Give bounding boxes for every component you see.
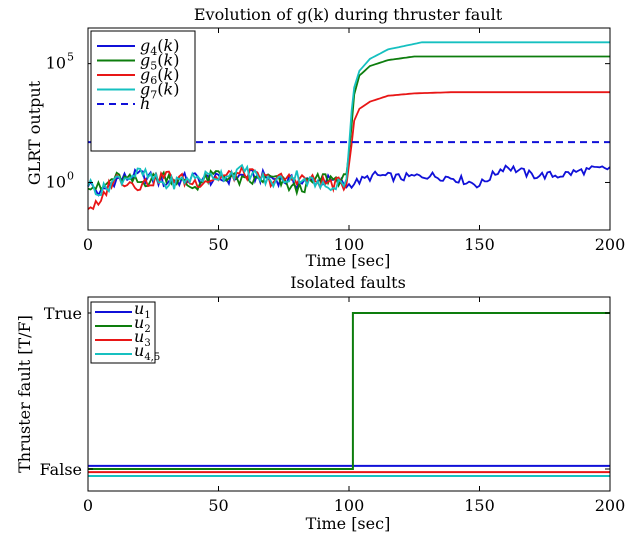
glrt-chart: Evolution of g(k) during thruster fault … (25, 5, 625, 270)
faults-x-tick-label: 200 (595, 496, 626, 515)
faults-x-tick-label: 150 (464, 496, 495, 515)
glrt-x-tick-label: 200 (595, 235, 626, 254)
glrt-x-tick-label: 50 (208, 235, 228, 254)
glrt-chart-title: Evolution of g(k) during thruster fault (194, 5, 503, 24)
faults-ticks-group: 0 50 100 150 200 False True (40, 297, 626, 515)
glrt-x-tick-label: 150 (464, 235, 495, 254)
faults-y-tick-label: False (40, 460, 82, 479)
glrt-legend-label: h (140, 94, 150, 113)
glrt-legend-box (90, 30, 196, 152)
faults-x-tick-label: 0 (83, 496, 93, 515)
glrt-legend-label: g4(k) (140, 36, 179, 58)
faults-legend-label: u1 (134, 299, 151, 321)
glrt-legend-label: g5(k) (140, 51, 179, 73)
faults-series-group (88, 312, 610, 477)
glrt-x-axis-label: Time [sec] (306, 251, 391, 270)
glrt-y-tick-exponent: 0 (67, 169, 74, 182)
glrt-chart-title-text: Evolution of g(k) during thruster fault (194, 5, 503, 24)
glrt-x-tick-label: 0 (83, 235, 93, 254)
isolated-faults-chart: Isolated faults Thruster fault [T/F] Tim… (15, 273, 625, 533)
faults-plot-frame (87, 296, 611, 492)
faults-legend-label: u3 (134, 327, 151, 349)
glrt-y-axis-label: GLRT output (25, 80, 44, 185)
faults-y-axis-label: Thruster fault [T/F] (15, 315, 34, 473)
faults-x-tick-label: 50 (208, 496, 228, 515)
glrt-series-line-g7k (87, 41, 610, 197)
glrt-legend-label: g6(k) (140, 65, 179, 87)
glrt-y-tick-label: 10 (46, 172, 66, 191)
faults-series-line-u2 (88, 312, 610, 470)
glrt-plot-frame (87, 27, 611, 231)
glrt-y-tick-label: 10 (46, 54, 66, 73)
faults-x-tick-label: 100 (334, 496, 365, 515)
faults-y-tick-label: True (44, 304, 82, 323)
glrt-x-tick-label: 100 (334, 235, 365, 254)
glrt-legend-label: g7(k) (140, 80, 179, 102)
glrt-y-tick-exponent: 5 (67, 51, 74, 64)
glrt-legend: g4(k)g5(k)g6(k)g7(k)h (90, 30, 196, 152)
faults-chart-title: Isolated faults (290, 273, 406, 292)
faults-legend-label: u2 (134, 313, 151, 335)
faults-x-axis-label: Time [sec] (306, 514, 391, 533)
faults-legend-label: u4,5 (134, 341, 160, 363)
